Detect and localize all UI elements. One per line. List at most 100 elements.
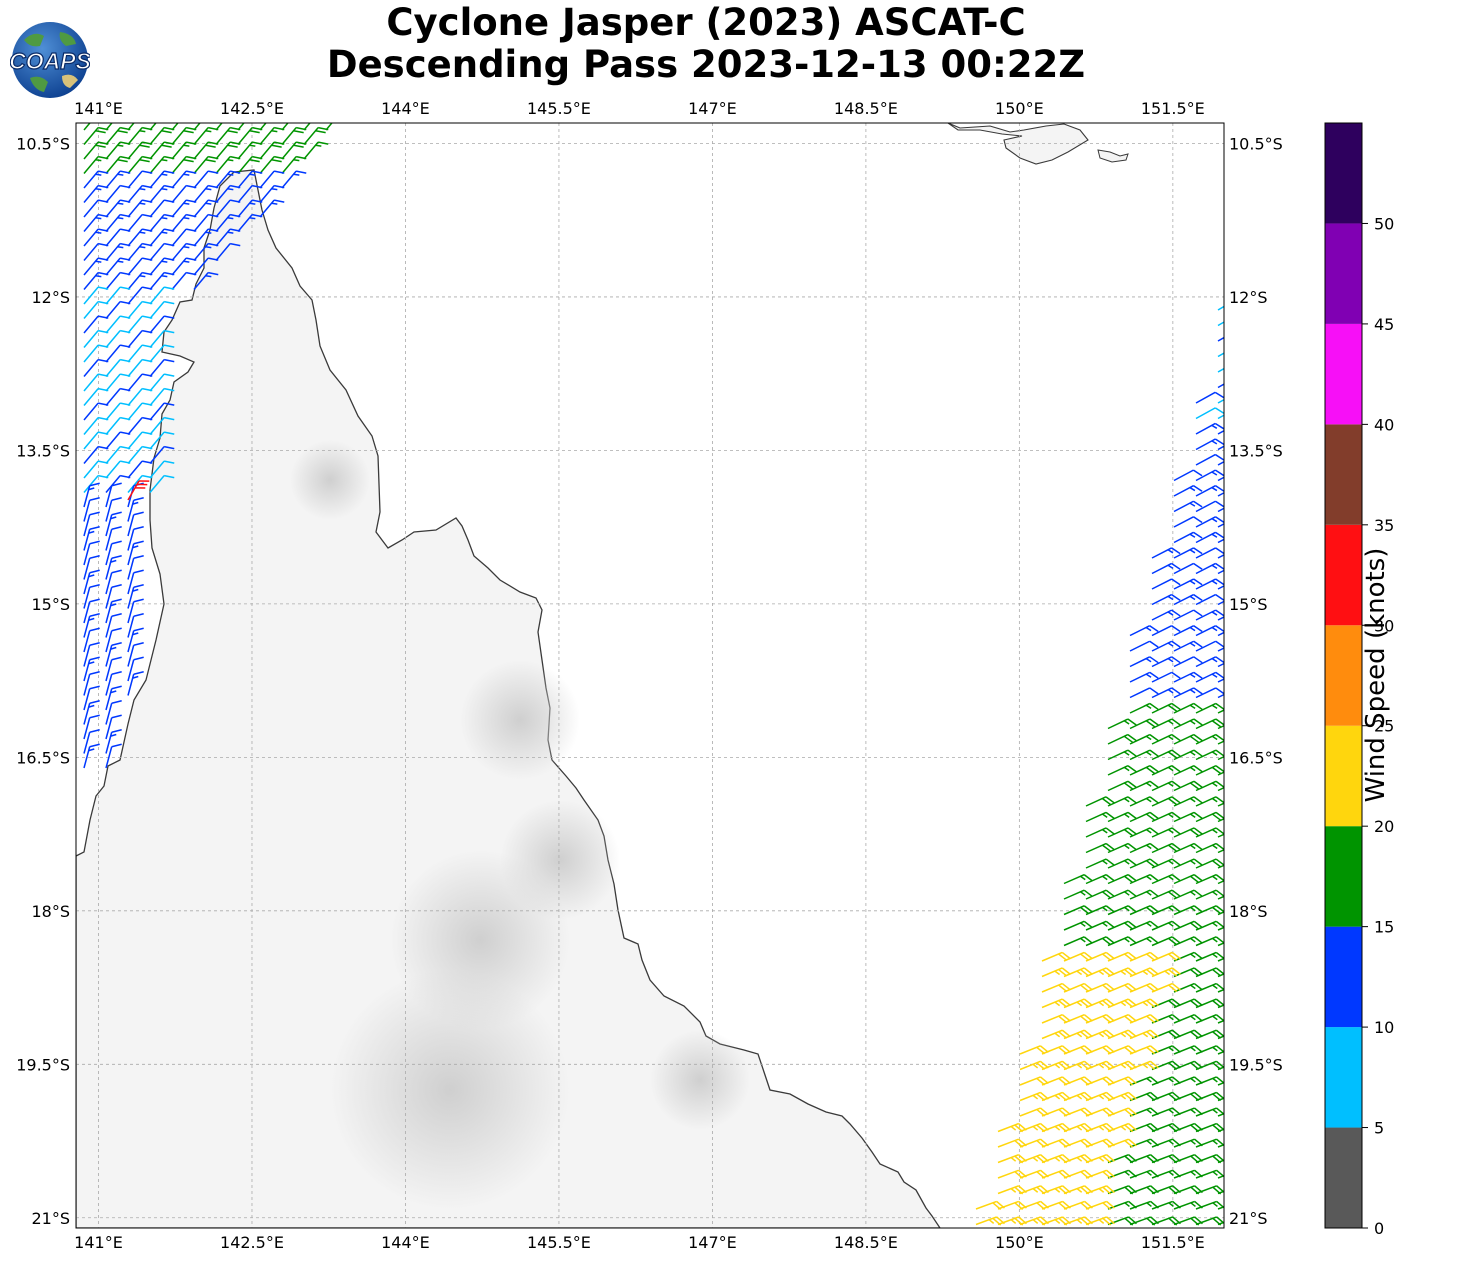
wind-barb	[1173, 593, 1203, 606]
wind-barb	[1107, 1138, 1137, 1148]
wind-barb	[1151, 842, 1181, 854]
wind-barb	[1195, 998, 1224, 1009]
wind-barb	[1019, 1076, 1049, 1086]
wind-barb	[83, 671, 100, 696]
wind-barb	[105, 700, 122, 725]
wind-barb	[83, 271, 109, 290]
wind-barb	[1217, 422, 1224, 435]
wind-barb	[1063, 1076, 1093, 1086]
wind-barb	[105, 714, 122, 740]
wind-barb	[1217, 967, 1224, 978]
wind-barb	[1107, 1076, 1137, 1086]
wind-barb	[193, 242, 219, 261]
wind-barb	[1041, 1060, 1071, 1071]
wind-barb	[1195, 1216, 1224, 1226]
colorbar-tick-label: 35	[1374, 516, 1394, 535]
wind-barb	[303, 141, 329, 160]
wind-barb	[1041, 1138, 1071, 1148]
wind-barb	[1129, 733, 1159, 745]
wind-barb	[149, 199, 175, 218]
wind-barb	[1217, 407, 1224, 420]
wind-barb	[1217, 453, 1224, 466]
wind-barb	[1217, 609, 1224, 621]
wind-barb	[1217, 391, 1224, 404]
wind-barb	[1085, 1169, 1115, 1179]
wind-barb	[1195, 811, 1224, 823]
wind-barb	[83, 126, 109, 145]
wind-barb	[105, 155, 131, 174]
wind-barb	[83, 526, 100, 551]
wind-barb	[83, 613, 100, 638]
wind-barb	[83, 213, 109, 232]
colorbar-tick-label: 25	[1374, 717, 1394, 736]
wind-barb	[105, 286, 131, 305]
wind-barb	[1195, 422, 1224, 435]
wind-barb	[149, 402, 175, 421]
colorbar-bin	[1325, 424, 1362, 525]
wind-barb	[1107, 889, 1137, 900]
wind-barb	[127, 286, 153, 305]
wind-barb	[127, 656, 144, 682]
wind-barb	[1129, 920, 1159, 931]
wind-barb	[127, 460, 153, 479]
wind-barb	[149, 358, 175, 377]
wind-barb	[1195, 889, 1224, 900]
wind-barb	[997, 1200, 1027, 1211]
wind-barb	[171, 170, 197, 189]
wind-barb	[1107, 982, 1137, 993]
wind-barb	[1063, 1138, 1093, 1148]
wind-barb	[105, 729, 122, 754]
wind-barb	[259, 126, 285, 145]
wind-barb	[1195, 827, 1224, 838]
wind-barb	[1151, 671, 1181, 683]
wind-barb	[83, 642, 100, 667]
wind-barb	[1195, 407, 1224, 420]
wind-barb	[1195, 516, 1224, 528]
wind-barb	[127, 228, 153, 247]
wind-barb	[149, 474, 175, 493]
wind-barb	[1173, 547, 1203, 559]
wind-barb	[1151, 625, 1181, 637]
wind-barb	[1085, 1091, 1115, 1102]
wind-barb	[1151, 1185, 1181, 1195]
wind-barb	[1195, 749, 1224, 761]
wind-barb	[1217, 905, 1224, 916]
colorbar-tick-label: 45	[1374, 315, 1394, 334]
wind-barb	[237, 184, 263, 203]
wind-barb	[193, 257, 219, 276]
wind-barb	[1129, 1138, 1159, 1148]
wind-barb	[1129, 873, 1159, 885]
wind-barb	[237, 123, 253, 131]
wind-barb	[1107, 780, 1137, 792]
wind-barb	[1063, 1029, 1093, 1040]
wind-barb	[105, 474, 131, 493]
wind-barb	[149, 300, 175, 319]
wind-barb	[1151, 1076, 1181, 1086]
wind-barb	[1041, 1154, 1071, 1164]
wind-barb	[1041, 998, 1071, 1009]
wind-barb	[1217, 593, 1224, 606]
wind-barb	[215, 184, 241, 203]
wind-barb	[1129, 1216, 1159, 1226]
wind-barb	[1151, 1029, 1181, 1040]
wind-barb	[83, 598, 100, 624]
coaps-logo: COAPS	[10, 22, 90, 98]
wind-barb	[1173, 982, 1203, 993]
lon-tick-label-top: 151.5°E	[1141, 99, 1205, 118]
wind-barb	[127, 271, 153, 290]
wind-barb	[1151, 967, 1181, 978]
latitude-labels: 10.5°S 10.5°S 12°S 12°S 13.5°S 13.5°S 15°S 15°S…	[16, 134, 1283, 1227]
wind-barb	[1129, 625, 1159, 637]
wind-barb	[1151, 687, 1181, 699]
wind-barb	[193, 123, 209, 131]
wind-barb	[1173, 500, 1203, 513]
wind-barb	[1151, 609, 1181, 621]
wind-barb	[83, 460, 109, 479]
wind-barb	[127, 373, 153, 392]
wind-barb	[83, 431, 109, 450]
wind-barb	[1085, 1185, 1115, 1195]
wind-barb	[105, 743, 122, 769]
wind-barb	[149, 387, 175, 406]
wind-barb	[1217, 671, 1224, 683]
wind-barb	[1217, 438, 1224, 451]
